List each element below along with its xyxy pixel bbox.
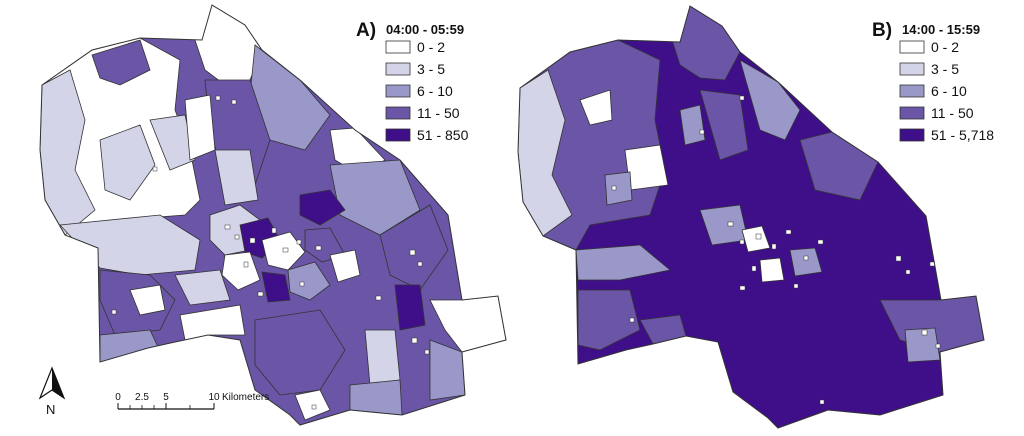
map-a-label: A) (356, 20, 376, 41)
region (679, 104, 706, 146)
legend-swatch (385, 128, 411, 142)
legend-entry: 51 - 850 (417, 127, 469, 143)
region (739, 59, 801, 141)
legend-swatch (899, 62, 925, 76)
map-a-outline (39, 4, 507, 426)
region (789, 247, 823, 277)
map-b-outline (517, 5, 985, 429)
scale-tick-label: 2.5 (135, 392, 149, 403)
region (214, 149, 259, 206)
region (149, 114, 196, 171)
map-b-urban-tracts (611, 95, 941, 405)
region (287, 261, 331, 301)
region (904, 327, 941, 363)
region (299, 189, 346, 226)
legend-entry: 51 - 5,718 (931, 127, 994, 143)
legend-swatch (899, 40, 925, 54)
map-a-legend: 0 - 2 3 - 5 6 - 10 11 - 50 51 - 850 (385, 39, 469, 143)
region (261, 271, 291, 303)
region (184, 94, 216, 161)
region (379, 204, 449, 291)
legend-swatch (899, 84, 925, 98)
region (394, 284, 426, 331)
north-arrow-half (52, 368, 64, 398)
region (329, 249, 361, 283)
region (99, 124, 156, 201)
scale-unit: Kilometers (222, 392, 269, 403)
scale-bar: 0 2.5 5 10 Kilometers (115, 392, 269, 410)
region (221, 251, 261, 291)
scale-tick-label: 0 (115, 392, 121, 403)
scale-tick-label: 10 (208, 392, 220, 403)
region (129, 284, 166, 316)
legend-entry: 0 - 2 (931, 39, 959, 55)
region (575, 244, 671, 281)
region (759, 257, 785, 283)
region (799, 131, 879, 201)
region (579, 89, 613, 126)
map-b-time: 14:00 - 15:59 (902, 22, 980, 37)
legend-swatch (385, 40, 411, 54)
north-label: N (46, 402, 55, 417)
map-a-urban-tracts (111, 95, 430, 410)
map-b-label: B) (872, 20, 892, 41)
legend-swatch (385, 106, 411, 120)
region (364, 329, 401, 386)
region (179, 304, 246, 341)
map-b-legend: 0 - 2 3 - 5 6 - 10 11 - 50 51 - 5,718 (899, 39, 994, 143)
region (699, 89, 749, 161)
legend-entry: 11 - 50 (417, 105, 460, 121)
region (604, 171, 633, 206)
region (174, 269, 231, 306)
legend-entry: 6 - 10 (417, 83, 453, 99)
legend-entry: 0 - 2 (417, 39, 445, 55)
legend-swatch (899, 106, 925, 120)
legend-entry: 6 - 10 (931, 83, 967, 99)
scale-tick-label: 5 (163, 392, 169, 403)
legend-entry: 3 - 5 (417, 61, 445, 77)
legend-swatch (899, 128, 925, 142)
legend-swatch (385, 84, 411, 98)
legend-swatch (385, 62, 411, 76)
legend-entry: 3 - 5 (931, 61, 959, 77)
region (624, 144, 669, 191)
map-a-time: 04:00 - 05:59 (386, 22, 464, 37)
legend-entry: 11 - 50 (931, 105, 974, 121)
region (91, 39, 151, 86)
region (349, 379, 403, 416)
north-arrow: N (38, 366, 66, 417)
